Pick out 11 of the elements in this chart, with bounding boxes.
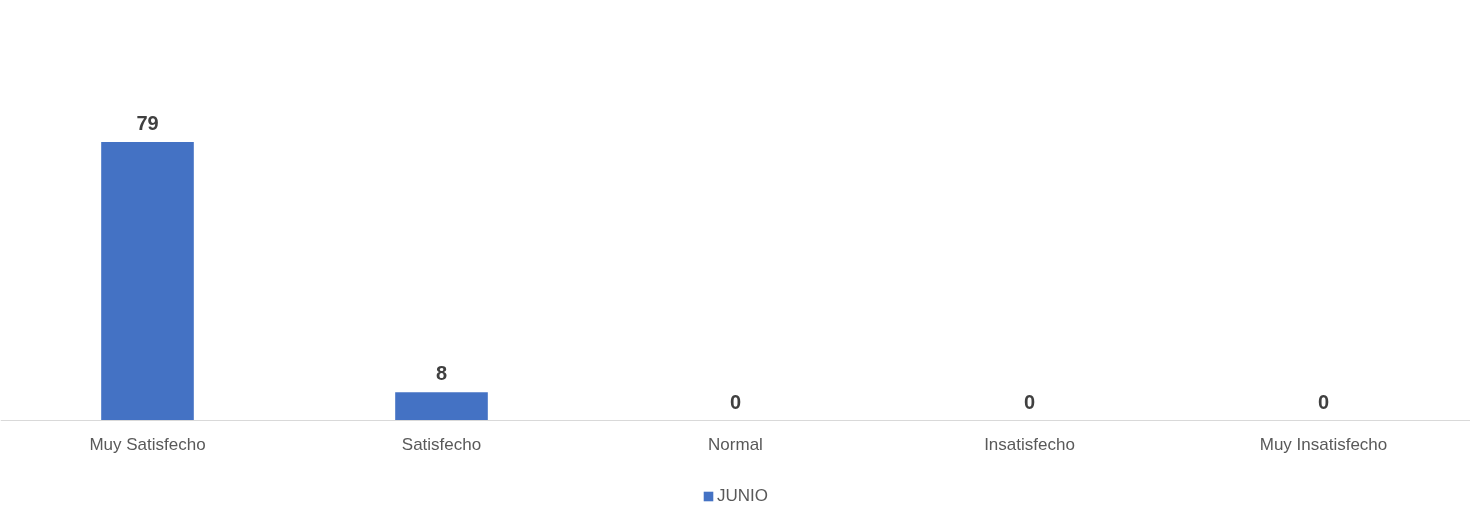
x-tick-label: Muy Satisfecho xyxy=(89,434,206,454)
data-label: 0 xyxy=(1317,390,1330,413)
data-label: 0 xyxy=(729,390,742,413)
x-tick-label: Normal xyxy=(708,434,763,454)
data-label: 0 xyxy=(1023,390,1036,413)
data-label: 8 xyxy=(435,362,448,385)
x-tick-label: Muy Insatisfecho xyxy=(1259,434,1388,454)
data-label: 79 xyxy=(136,111,159,134)
x-tick-label: Satisfecho xyxy=(401,434,482,454)
legend-label: JUNIO xyxy=(717,486,768,506)
x-tick-label: Insatisfecho xyxy=(984,434,1075,454)
